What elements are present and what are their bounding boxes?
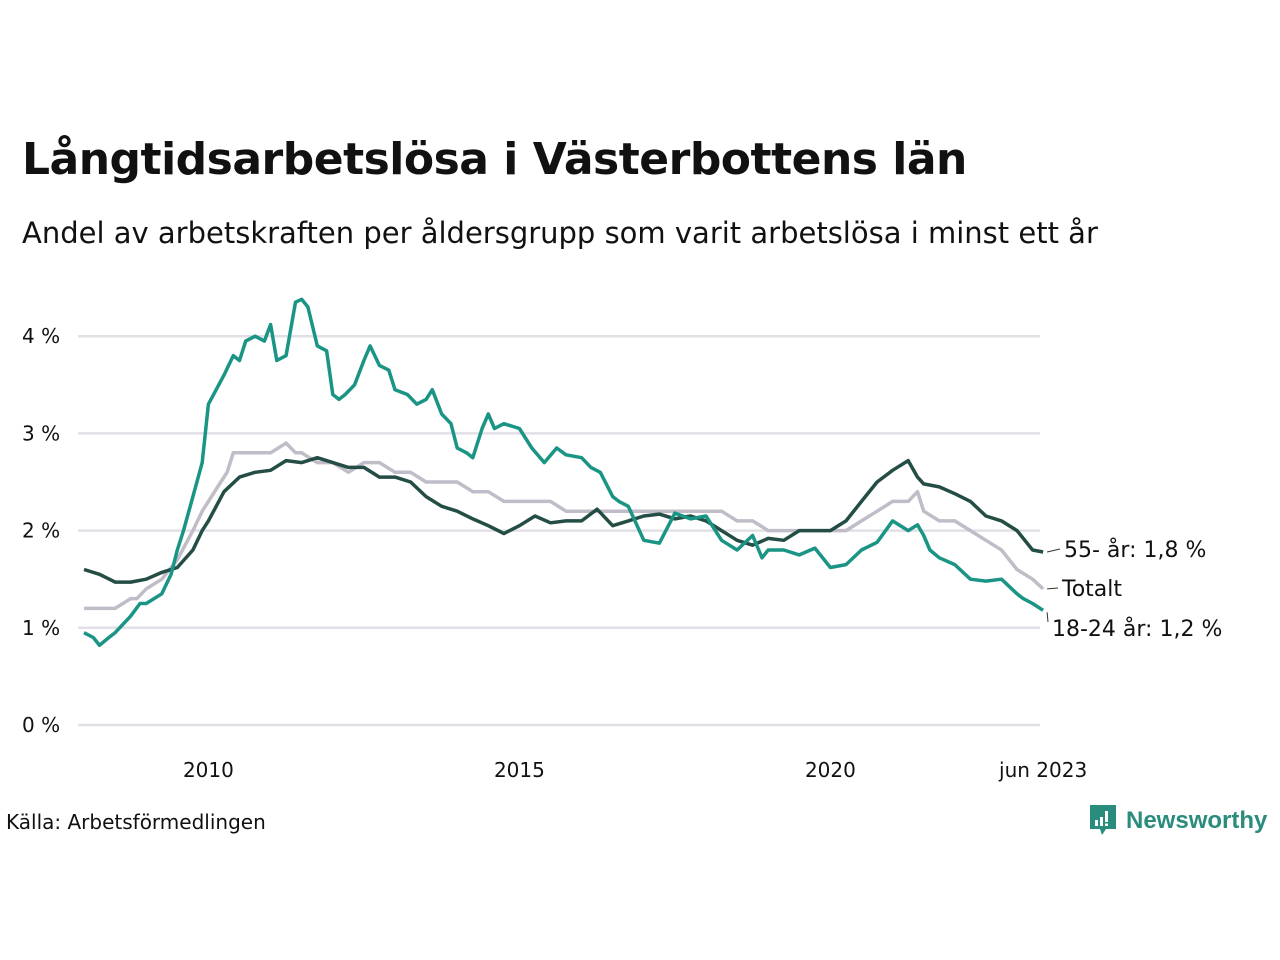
series-end-labels: Totalt 55- år: 1,8 % 18-24 år: 1,2 %	[1046, 537, 1222, 642]
y-tick-label: 2 %	[22, 519, 60, 543]
y-tick-label: 4 %	[22, 324, 60, 348]
x-axis-tick-labels: 2010 2015 2020 jun 2023	[183, 758, 1087, 782]
series-end-label-youth: 18-24 år: 1,2 %	[1052, 616, 1222, 642]
y-tick-label: 1 %	[22, 616, 60, 640]
x-tick-label: 2015	[494, 758, 545, 782]
series-line-senior	[83, 455, 1044, 584]
y-tick-label: 0 %	[22, 713, 60, 737]
chart-title: Långtidsarbetslösa i Västerbottens län	[22, 134, 967, 185]
chart-subtitle: Andel av arbetskraften per åldersgrupp s…	[22, 216, 1098, 250]
label-connector	[1046, 612, 1049, 623]
newsworthy-icon	[1090, 805, 1116, 835]
label-connector	[1047, 548, 1061, 553]
y-axis-tick-labels: 0 % 1 % 2 % 3 % 4 %	[22, 324, 60, 737]
series-end-label-senior: 55- år: 1,8 %	[1064, 537, 1206, 563]
x-tick-label: 2010	[183, 758, 234, 782]
label-connector	[1047, 587, 1059, 590]
grid-lines	[78, 334, 1040, 727]
series-lines	[83, 297, 1045, 648]
series-line-total	[84, 441, 1045, 611]
x-tick-label: jun 2023	[998, 758, 1087, 782]
y-tick-label: 3 %	[22, 421, 60, 445]
brand-logo[interactable]: Newsworthy	[1088, 803, 1267, 839]
series-end-label-total: Totalt	[1061, 577, 1122, 602]
brand-name: Newsworthy	[1126, 807, 1268, 834]
x-tick-label: 2020	[805, 758, 856, 782]
series-line-youth	[83, 297, 1045, 648]
source-note: Källa: Arbetsförmedlingen	[6, 810, 266, 834]
